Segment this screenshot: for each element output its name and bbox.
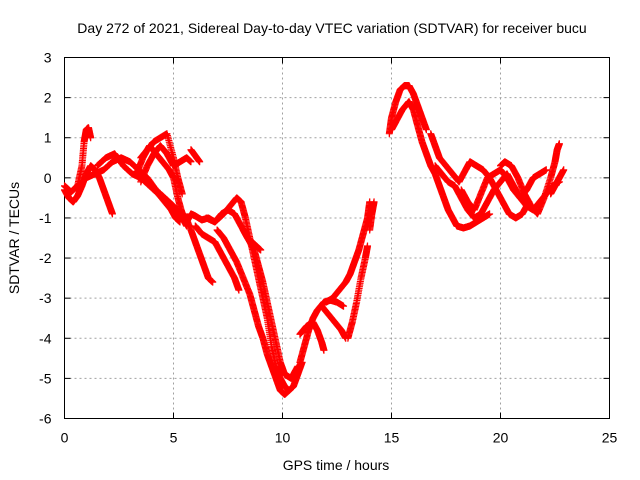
y-tick-label: -6: [39, 411, 52, 427]
series-sat-n: [239, 226, 265, 254]
data-points: [61, 82, 568, 398]
x-tick-label: 0: [61, 430, 69, 446]
data-point: [486, 210, 494, 218]
x-axis-label: GPS time / hours: [283, 457, 390, 473]
x-tick-label: 10: [275, 430, 291, 446]
series-sat-p: [296, 318, 328, 354]
data-point: [178, 190, 186, 198]
series-sat-i: [180, 210, 217, 286]
data-point: [542, 166, 550, 174]
series-sat-u: [385, 82, 430, 138]
data-point: [422, 126, 430, 134]
series-sat-z: [497, 140, 563, 218]
data-point: [294, 362, 302, 370]
series-sat-h: [187, 146, 204, 166]
y-tick-label: 0: [44, 170, 52, 186]
data-point: [235, 286, 243, 294]
series-sat-w: [427, 130, 533, 222]
data-point: [320, 346, 328, 354]
series-sat-k: [202, 194, 306, 394]
series-sat-r: [322, 198, 374, 306]
x-tick-label: 20: [493, 430, 509, 446]
data-point: [257, 246, 265, 254]
x-tick-label: 5: [170, 430, 178, 446]
data-point: [187, 158, 195, 166]
y-tick-label: 3: [44, 50, 52, 66]
data-point: [285, 386, 293, 394]
data-point: [108, 210, 116, 218]
chart-title: Day 272 of 2021, Sidereal Day-to-day VTE…: [77, 20, 586, 36]
axis-ticks: [64, 57, 610, 419]
series-sat-s: [344, 242, 372, 342]
data-point: [209, 278, 217, 286]
series-sat-v: [388, 98, 494, 232]
data-point: [196, 158, 204, 166]
x-tick-label: 25: [602, 430, 618, 446]
y-tick-label: -2: [39, 250, 52, 266]
series-sat-j: [191, 222, 243, 294]
x-tick-label: 15: [384, 430, 400, 446]
y-axis-label: SDTVAR / TECUs: [6, 182, 22, 294]
plot-frame: [64, 57, 610, 419]
data-point: [340, 302, 348, 310]
y-tick-label: -3: [39, 290, 52, 306]
series-sat-aa: [547, 166, 568, 198]
series-sat-m: [224, 206, 302, 382]
series-sat-g: [137, 130, 186, 198]
y-tick-labels: -6 -5 -4 -3 -2 -1 0 1 2 3: [39, 50, 52, 427]
y-tick-label: -1: [39, 210, 52, 226]
series-sat-l: [213, 226, 293, 398]
series-sat-t: [366, 198, 378, 234]
x-tick-labels: 0 5 10 15 20 25: [61, 430, 618, 446]
y-tick-label: 2: [44, 90, 52, 106]
data-point: [176, 218, 184, 226]
y-tick-label: 1: [44, 130, 52, 146]
data-point: [555, 140, 563, 148]
y-tick-label: -5: [39, 370, 52, 386]
data-point: [364, 242, 372, 250]
y-tick-label: -4: [39, 330, 52, 346]
data-point: [560, 166, 568, 174]
grid-lines: [64, 57, 610, 419]
series-sat-q: [318, 302, 350, 342]
data-point: [370, 198, 378, 206]
data-point: [87, 134, 95, 142]
